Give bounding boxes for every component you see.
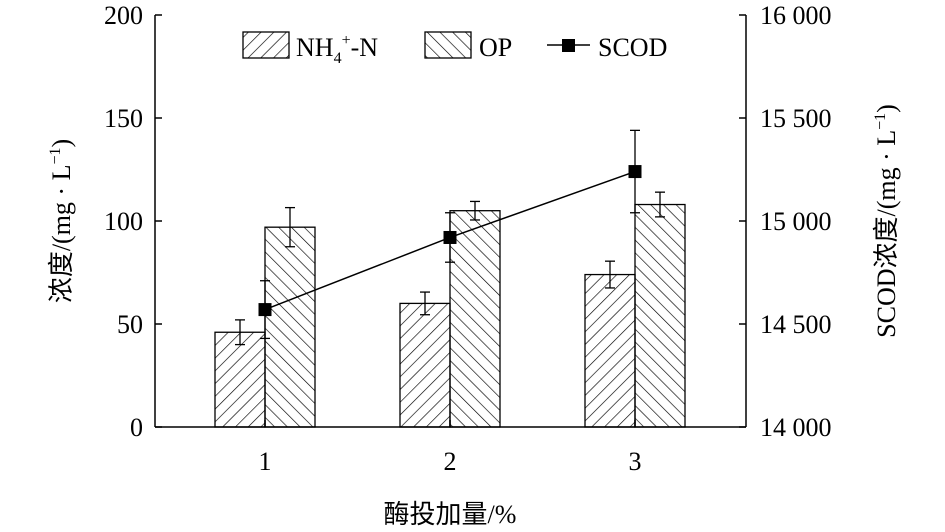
legend-swatch-nh4	[242, 31, 290, 59]
left-tick-label: 100	[104, 207, 143, 236]
right-tick-label: 16 000	[760, 1, 832, 30]
legend-label-op: OP	[479, 33, 512, 62]
right-axis-label-close: )	[872, 104, 901, 113]
right-tick-label: 15 000	[760, 207, 832, 236]
left-axis-label-close: )	[47, 139, 76, 148]
legend-nh4-sub: 4	[334, 50, 342, 67]
legend-nh4-sup: +	[342, 32, 351, 49]
x-tick-label: 2	[444, 447, 457, 476]
right-axis-label-main: SCOD浓度/(mg · L	[872, 130, 901, 338]
bar-nh4-2	[399, 302, 451, 428]
ticks: 0 50 100 150 200 14 000 14 500 15 000 15 500 16 0…	[104, 1, 832, 476]
scod-point-1	[258, 303, 272, 317]
scod-point-3	[628, 165, 642, 179]
bar-op-3	[634, 203, 686, 428]
bar-nh4-1	[214, 331, 266, 428]
left-tick-label: 50	[117, 310, 143, 339]
legend-swatch-op	[424, 31, 472, 59]
left-tick-label: 150	[104, 104, 143, 133]
x-axis-label: 酶投加量/%	[384, 500, 517, 529]
bars	[214, 191, 686, 428]
bar-op-2	[449, 210, 501, 428]
left-axis-label: 浓度/(mg · L−1)	[47, 139, 76, 303]
right-tick-label: 15 500	[760, 104, 832, 133]
scod-point-2	[443, 230, 457, 244]
left-tick-label: 200	[104, 1, 143, 30]
x-tick-label: 3	[629, 447, 642, 476]
right-tick-label: 14 500	[760, 310, 832, 339]
right-axis-label-sup: −1	[872, 113, 889, 130]
right-tick-label: 14 000	[760, 413, 832, 442]
legend-label-scod: SCOD	[598, 33, 667, 62]
left-axis-label-sup: −1	[47, 147, 64, 164]
legend: NH4+-N OP SCOD	[242, 31, 667, 67]
legend-nh4-tail: -N	[351, 33, 379, 62]
scod-line	[258, 129, 642, 340]
right-axis-label: SCOD浓度/(mg · L−1)	[872, 104, 901, 338]
x-tick-label: 1	[259, 447, 272, 476]
bar-nh4-3	[584, 273, 636, 428]
legend-nh4-base: NH	[296, 33, 334, 62]
left-axis-label-main: 浓度/(mg · L	[47, 165, 76, 304]
legend-label-nh4: NH4+-N	[296, 32, 378, 67]
left-tick-label: 0	[130, 413, 143, 442]
legend-swatch-scod-marker	[562, 39, 575, 52]
bar-op-1	[264, 226, 316, 428]
